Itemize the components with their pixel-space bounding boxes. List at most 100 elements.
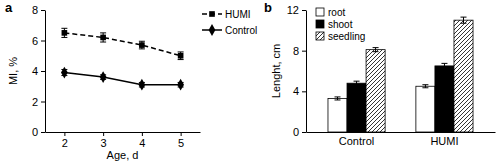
bar [328, 98, 347, 132]
legend-swatch [316, 20, 324, 28]
tick: 6 [32, 35, 45, 47]
y-axis: 0 4 8 12 [287, 4, 307, 138]
tick-mark [64, 132, 65, 136]
error-bar [100, 33, 106, 42]
error-cap [61, 37, 67, 38]
tick-label: 8 [293, 45, 299, 57]
legend: rootshootseedling [316, 7, 365, 42]
error-stem [444, 63, 445, 68]
marker [100, 35, 106, 41]
y-axis: 02468 [32, 4, 46, 138]
error-cap [461, 23, 467, 24]
plot-area [61, 28, 184, 90]
marker [138, 79, 145, 91]
error-stem [463, 17, 464, 23]
error-cap [178, 59, 184, 60]
error-cap [178, 51, 184, 52]
legend-item: HUMI [202, 9, 251, 20]
tick: 4 [32, 65, 45, 77]
tick-label: 4 [293, 85, 299, 97]
legend-item: shoot [316, 19, 353, 30]
tick-mark [142, 132, 143, 136]
bar [347, 83, 366, 132]
error-cap [335, 99, 341, 100]
tick-mark [41, 102, 45, 103]
legend-item: root [316, 7, 345, 18]
axis-line [307, 132, 496, 133]
tick-label: 4 [32, 65, 38, 77]
bar [416, 86, 435, 132]
legend-marker [209, 24, 216, 36]
error-cap [100, 32, 106, 33]
error-cap [335, 96, 341, 97]
tick: 0 [293, 126, 306, 138]
bar [454, 20, 473, 132]
error-bar [461, 17, 467, 23]
error-stem [375, 48, 376, 52]
error-cap [441, 68, 447, 69]
error-bar [422, 85, 428, 88]
legend: HUMI Control [202, 9, 257, 36]
figure: 234502468aAge, dMI, %HUMIControlControlH… [0, 0, 500, 162]
tick-label: 4 [139, 137, 145, 149]
legend-label: root [328, 7, 345, 18]
marker [62, 30, 68, 36]
tick-label: 3 [101, 137, 107, 149]
error-bar [441, 63, 447, 68]
tick-mark [302, 91, 306, 92]
error-bar [373, 48, 379, 52]
tick-mark [41, 132, 45, 133]
series-line [64, 33, 180, 56]
marker [100, 71, 107, 83]
plot-area [328, 17, 473, 132]
panel: Control HUMI 0 4 8 12 b Lenght, cm rootshootseed… [264, 0, 496, 147]
marker [177, 79, 184, 91]
tick-label: 2 [32, 96, 38, 108]
tick-label: 2 [62, 137, 68, 149]
series-line [64, 73, 180, 85]
error-bar [335, 97, 341, 100]
legend-marker [209, 11, 215, 17]
tick-mark [181, 132, 182, 136]
tick: HUMI [430, 135, 458, 147]
legend-swatch [316, 32, 324, 40]
tick: 5 [178, 132, 184, 149]
tick-mark [103, 132, 104, 136]
tick-mark [302, 10, 306, 11]
tick-label: Control [339, 135, 374, 147]
error-cap [373, 51, 379, 52]
tick: 8 [32, 4, 45, 16]
axis-line [306, 11, 307, 133]
error-cap [422, 87, 428, 88]
tick-mark [41, 10, 45, 11]
tick: 4 [139, 132, 145, 149]
error-bar [139, 41, 145, 49]
tick-label: 6 [32, 35, 38, 47]
tick: Control [339, 135, 374, 147]
y-axis-title: Lenght, cm [270, 44, 282, 98]
tick-mark [41, 71, 45, 72]
panel-label: a [5, 0, 13, 15]
legend-item: Control [202, 24, 257, 36]
bar [366, 50, 385, 132]
error-cap [373, 47, 379, 48]
tick: 2 [62, 132, 68, 149]
x-axis: Control HUMI [307, 133, 496, 147]
panel-label: b [264, 0, 272, 15]
tick-label: 5 [178, 137, 184, 149]
tick: 2 [32, 96, 45, 108]
legend-item: seedling [316, 31, 365, 42]
tick: 8 [293, 45, 306, 57]
marker [178, 53, 184, 59]
tick-label: 12 [287, 4, 299, 16]
marker [139, 42, 145, 48]
error-cap [422, 84, 428, 85]
tick-mark [41, 41, 45, 42]
tick: 4 [293, 85, 306, 97]
legend-label: Control [225, 25, 257, 36]
x-axis-title: Age, d [107, 149, 139, 161]
axis-line [45, 11, 46, 133]
legend-swatch [316, 8, 324, 16]
tick-label: HUMI [430, 135, 458, 147]
legend-label: HUMI [225, 9, 251, 20]
